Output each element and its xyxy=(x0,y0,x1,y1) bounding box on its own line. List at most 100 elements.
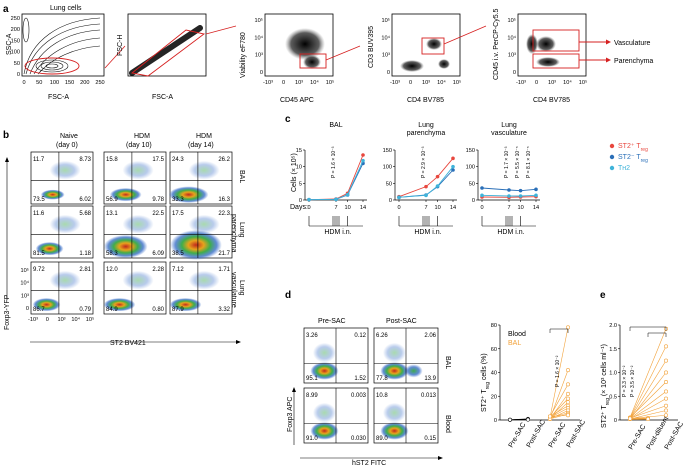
p-value: P = 3.5 × 10⁻² xyxy=(630,365,636,397)
pair-line xyxy=(549,405,569,417)
tick-label: 200 xyxy=(80,80,89,86)
pair-line xyxy=(629,346,667,419)
x-tick-label: 7 xyxy=(334,205,337,211)
density-cloud-upper xyxy=(312,342,337,363)
panel-a-plot4-gate xyxy=(421,37,445,55)
e-scatter-ylabel: ST2⁺ Treg (× 10³ cells ml⁻¹) xyxy=(601,344,611,428)
p-value: P = 1.6 × 10⁻² xyxy=(555,355,561,387)
data-point xyxy=(565,413,570,418)
quadrant-value: 91.0 xyxy=(306,436,318,442)
x-tick-label: 10 xyxy=(434,205,440,211)
data-point xyxy=(663,408,668,413)
density-cloud xyxy=(103,297,136,312)
y-tick-label: 150 xyxy=(466,148,475,154)
panel-a-plot4-yticks: 10⁵ 10⁴ 10³ 0 xyxy=(381,17,390,76)
series-point xyxy=(518,194,523,198)
p-value: P = 1.6 × 10⁻³ xyxy=(331,146,337,178)
quadrant-value: 0.80 xyxy=(152,307,164,313)
flow-plot: 13.1 22.5 58.3 6.09 xyxy=(103,205,167,259)
y-tick-label: 10 xyxy=(296,165,302,171)
legend-label: ST2⁻ Treg xyxy=(618,154,648,164)
pair-line xyxy=(549,412,569,418)
quadrant-value: 89.0 xyxy=(376,436,388,442)
density-cloud-upper xyxy=(312,402,337,423)
legend-blood: Blood xyxy=(508,331,526,338)
pair-line xyxy=(629,398,667,420)
quadrant-value: 22.3 xyxy=(218,211,230,217)
line-chart: BAL 0 5 10 15 0 7 10 14 P = 1.6 × 10⁻³ HDM i.n. xyxy=(296,122,367,236)
b-yaxis-arrowhead xyxy=(5,157,9,162)
tick-label: 250 xyxy=(11,16,20,22)
quadrant-value: 95.1 xyxy=(306,376,318,382)
quadrant-value: 6.26 xyxy=(376,333,388,339)
data-point xyxy=(627,416,632,421)
quadrant-value: 10.8 xyxy=(376,393,388,399)
panel-a-plot5-ylabel: CD45 i.v. PerCP-Cy5.5 xyxy=(493,8,500,80)
y-tick-label: 100 xyxy=(466,165,475,171)
tick-label: -10³ xyxy=(263,80,273,86)
b-row-parenchyma-2: parenchyma xyxy=(230,214,237,253)
density-cloud-upper xyxy=(188,160,220,180)
series-point xyxy=(451,164,455,169)
data-point xyxy=(565,400,570,405)
tick-label: 0 xyxy=(282,80,285,86)
d-xlabel: hST2 FITC xyxy=(352,460,386,467)
tick-label: 200 xyxy=(11,27,20,33)
series-point xyxy=(345,192,350,197)
density-cloud-upper xyxy=(49,270,81,290)
d-xaxis-arrowhead xyxy=(438,456,443,460)
b-col-hdm10: HDM xyxy=(134,133,150,140)
chart-title: vasculature xyxy=(491,130,527,137)
d-ylabel: Foxp3 APC xyxy=(287,397,294,432)
tick-label: 0 xyxy=(26,306,29,312)
x-category-label: Pre-SAC xyxy=(548,422,568,449)
quadrant-value: 13.9 xyxy=(424,376,436,382)
tick-label: 10⁴ xyxy=(381,34,390,41)
chart-title: Lung xyxy=(418,122,434,129)
density-cloud-upper xyxy=(122,160,154,180)
quadrant-value: 2.06 xyxy=(424,333,436,339)
series-point xyxy=(424,193,428,198)
panel-a-plot2-ylabel: FSC-H xyxy=(117,35,124,56)
density-cloud xyxy=(103,234,148,259)
b-col-naive: Naive xyxy=(60,133,78,140)
treatment-label: HDM i.n. xyxy=(414,229,441,236)
data-point xyxy=(565,368,570,373)
y-tick-label: 50 xyxy=(469,181,475,187)
quadrant-value: 86.7 xyxy=(33,307,45,313)
panel-a-plot4-ylabel: CD3 BUV395 xyxy=(368,26,375,68)
pair-line xyxy=(629,381,667,418)
significance-bracket xyxy=(629,326,667,331)
flow-plot: 11.7 8.73 73.5 6.02 xyxy=(30,151,94,205)
quadrant-value: 8.73 xyxy=(79,157,91,163)
quadrant-value: 87.9 xyxy=(172,307,184,313)
tick-label: 0 xyxy=(535,80,538,86)
tick-label: 100 xyxy=(50,80,59,86)
tick-label: 10³ xyxy=(422,80,430,86)
x-tick-label: 10 xyxy=(517,205,523,211)
y-tick-label: 1.5 xyxy=(609,347,617,353)
series-line xyxy=(481,194,537,197)
y-tick-label: 50 xyxy=(386,181,392,187)
panel-b-grid: 11.7 8.73 73.5 6.02 15.8 17.5 56.9 9.78 24.3 26.2… xyxy=(30,151,233,315)
panel-a-plot3-ylabel: Viability eF780 xyxy=(240,32,247,78)
tick-label: 10⁴ xyxy=(20,280,29,287)
par-arrowhead xyxy=(606,57,611,63)
pair-line xyxy=(629,405,667,419)
tick-label: 10⁴ xyxy=(563,79,572,86)
data-point xyxy=(663,344,668,349)
quadrant-value: 81.5 xyxy=(33,251,45,257)
p-value: P = 2.9 × 10⁻³ xyxy=(421,146,427,178)
tick-label: 10⁴ xyxy=(507,34,516,41)
series-line xyxy=(308,160,364,201)
tick-label: 10⁵ xyxy=(507,17,516,24)
tick-label: 10⁵ xyxy=(579,79,588,86)
tick-label: 10³ xyxy=(57,317,65,323)
x-tick-label: 0 xyxy=(307,205,310,211)
density-cloud xyxy=(168,186,209,203)
pair-line xyxy=(549,384,569,417)
tick-label: -10³ xyxy=(390,80,400,86)
x-tick-label: 0 xyxy=(480,205,483,211)
density-cloud xyxy=(35,241,64,256)
series-point xyxy=(518,188,523,193)
